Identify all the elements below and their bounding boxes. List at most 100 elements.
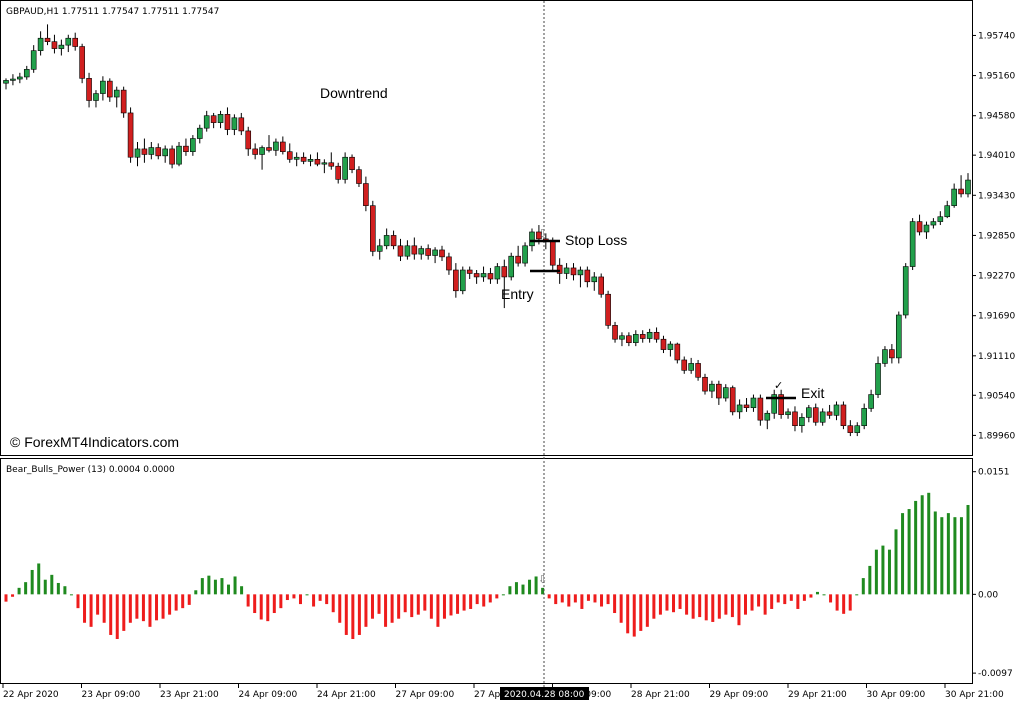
histogram-bar [901, 513, 905, 595]
candle-body [868, 394, 874, 409]
candle [702, 373, 708, 395]
time-tick-label: 27 Apr [474, 690, 504, 700]
candle-body [79, 46, 85, 79]
price-tick-label: 1.91690 [978, 312, 1015, 322]
candle [792, 406, 798, 432]
price-tick-label: 1.95160 [978, 72, 1015, 82]
histogram-bar [259, 594, 263, 620]
candle-body [771, 394, 778, 414]
exit-check-icon: ✓ [774, 379, 783, 392]
histogram-bar [809, 594, 813, 598]
candle [148, 142, 155, 160]
candle-body [812, 407, 819, 423]
candle-body [799, 417, 805, 427]
histogram-bar [233, 576, 237, 595]
candle-body [833, 404, 840, 416]
candle-body [446, 256, 452, 271]
histogram-bar [338, 594, 342, 623]
candle-body [259, 147, 265, 155]
candle [453, 263, 459, 298]
candle [459, 266, 466, 295]
candle [51, 34, 58, 54]
histogram-bar [593, 594, 597, 603]
histogram-bar [495, 594, 499, 599]
candle-body [688, 363, 694, 371]
histogram-bar [240, 586, 244, 595]
histogram-bar [69, 594, 73, 596]
candle-body [245, 130, 252, 150]
histogram-bar [541, 587, 545, 595]
candle-body [418, 248, 425, 255]
candle-body [86, 78, 92, 101]
histogram-bar [724, 594, 728, 615]
candle-body [383, 235, 390, 247]
candle-body [480, 273, 487, 278]
price-tick-label: 1.90540 [978, 391, 1015, 401]
candle [612, 321, 618, 343]
candle [965, 173, 971, 198]
histogram-bar [783, 594, 787, 605]
candle [563, 263, 570, 280]
candle-body [695, 363, 701, 378]
histogram-bar [743, 594, 747, 615]
histogram-bar [475, 594, 479, 605]
candle [875, 356, 881, 399]
candle-body [376, 245, 383, 252]
histogram-bar [292, 594, 296, 599]
candle [619, 332, 625, 347]
candle [473, 270, 480, 284]
candle [65, 34, 72, 53]
candle [937, 211, 944, 226]
histogram-bar [528, 579, 532, 595]
histogram-bar [181, 594, 185, 609]
indicator-tick-label: 0.0151 [978, 468, 1010, 478]
candle-body [764, 412, 771, 421]
candle-body [51, 41, 58, 49]
candle-body [619, 335, 625, 340]
histogram-bar [704, 594, 708, 621]
histogram-bar [482, 594, 486, 607]
histogram-bar [227, 584, 231, 595]
entry-label: Entry [501, 286, 534, 302]
candle [321, 159, 328, 174]
histogram-bar [128, 594, 132, 623]
candle [134, 142, 141, 167]
histogram-bar [187, 594, 191, 605]
histogram-bar [920, 495, 924, 595]
histogram-bar [829, 594, 833, 603]
candle [674, 342, 681, 364]
candle-body [909, 221, 916, 267]
histogram-bar [822, 594, 826, 596]
candle-body [895, 314, 902, 359]
candle-body [293, 156, 300, 160]
candle-body [702, 376, 708, 392]
candle [79, 43, 85, 84]
candle-body [307, 159, 314, 162]
price-tick-label: 1.89960 [978, 431, 1015, 441]
histogram-bar [377, 594, 381, 614]
histogram-bar [155, 594, 159, 621]
candle-body [459, 269, 466, 292]
candle-body [612, 325, 618, 340]
candle [605, 290, 611, 329]
candle-body [425, 248, 431, 256]
histogram-bar [50, 574, 54, 595]
candle [584, 266, 591, 288]
candle-body [494, 266, 501, 280]
histogram-bar [298, 594, 302, 605]
candle-body [847, 425, 854, 433]
histogram-bar [757, 594, 761, 607]
histogram-bar [652, 594, 656, 619]
histogram-bar [37, 563, 41, 595]
candle [667, 341, 674, 357]
histogram-bar [390, 594, 394, 623]
candle [598, 273, 604, 298]
histogram-bar [351, 594, 355, 640]
candle-body [674, 343, 681, 361]
histogram-bar [639, 594, 643, 631]
histogram-bar [63, 586, 67, 595]
candle [833, 401, 840, 421]
price-axis: 1.95740 1.95160 1.94580 1.94010 1.93430 1.928… [972, 31, 1015, 441]
